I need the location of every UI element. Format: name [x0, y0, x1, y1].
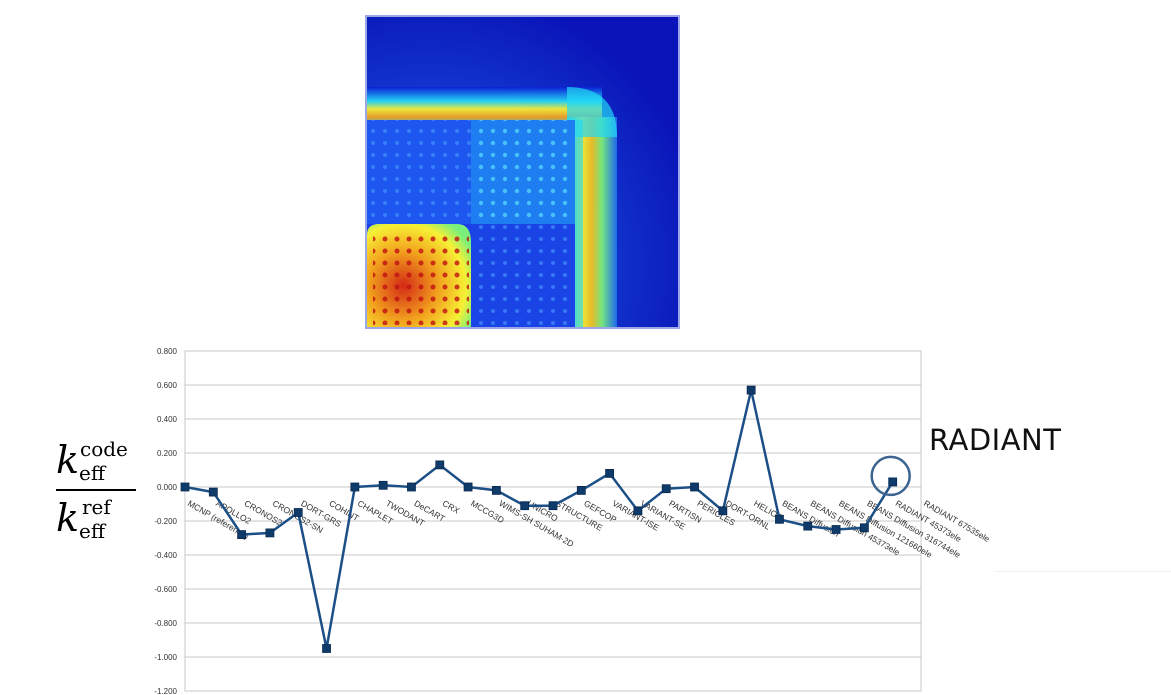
data-point: [746, 385, 756, 395]
formula-k-num: k: [56, 438, 80, 482]
data-point: [463, 482, 473, 492]
y-tick-label: 0.200: [157, 449, 178, 458]
formula-fraction-bar: [56, 489, 136, 491]
data-point: [661, 484, 671, 494]
formula-sup-ref: ref: [82, 495, 111, 519]
y-tick-label: -1.000: [154, 653, 177, 662]
chart-grid: [184, 350, 922, 692]
formula-sub-eff-den: eff: [79, 519, 106, 543]
formula-sup-code: code: [80, 437, 128, 461]
divider-line: [995, 571, 1171, 572]
y-tick-label: -0.400: [154, 551, 177, 560]
flux-heatmap: [365, 15, 680, 329]
formula-sub-eff-num: eff: [79, 461, 106, 485]
data-point: [350, 482, 360, 492]
data-point: [633, 506, 643, 516]
y-tick-label: 0.000: [157, 483, 178, 492]
y-tick-label: -0.200: [154, 517, 177, 526]
data-point: [859, 523, 869, 533]
data-point: [690, 482, 699, 492]
formula-denominator: k ref eff: [56, 496, 111, 541]
data-point: [831, 525, 841, 534]
data-point: [237, 530, 247, 539]
y-axis-ticks: 0.800 0.600 0.400 0.200 0.000 -0.200 -0.400 -0.…: [154, 347, 177, 695]
keff-ratio-formula: k code eff k ref eff: [56, 437, 138, 547]
data-point: [180, 482, 190, 492]
data-point: [491, 485, 501, 495]
y-tick-label: -1.200: [154, 687, 177, 695]
radiant-highlight-circle: [870, 455, 911, 497]
y-tick-label: 0.600: [157, 381, 178, 390]
data-point: [322, 644, 331, 653]
data-point: [718, 506, 728, 516]
flux-heatmap-graphic: [367, 17, 678, 327]
y-tick-label: 0.400: [157, 415, 178, 424]
formula-k-den: k: [56, 496, 80, 540]
data-point: [265, 528, 275, 538]
radiant-annotation-label: RADIANT: [929, 423, 1062, 457]
data-point: [605, 468, 615, 478]
data-point: [378, 480, 388, 490]
data-point: [548, 501, 558, 511]
data-point: [293, 508, 303, 517]
y-tick-label: -0.800: [154, 619, 177, 628]
data-point: [435, 460, 445, 470]
series-line: [184, 389, 894, 649]
y-tick-label: -0.600: [154, 585, 177, 594]
formula-numerator: k code eff: [56, 438, 128, 483]
data-point: [775, 514, 784, 524]
data-point: [407, 482, 416, 492]
data-point: [208, 487, 218, 497]
series-markers: [180, 385, 898, 653]
y-tick-label: 0.800: [157, 347, 178, 356]
data-point: [888, 477, 898, 487]
data-point: [803, 521, 813, 531]
data-point: [520, 501, 530, 511]
data-point: [576, 485, 586, 495]
